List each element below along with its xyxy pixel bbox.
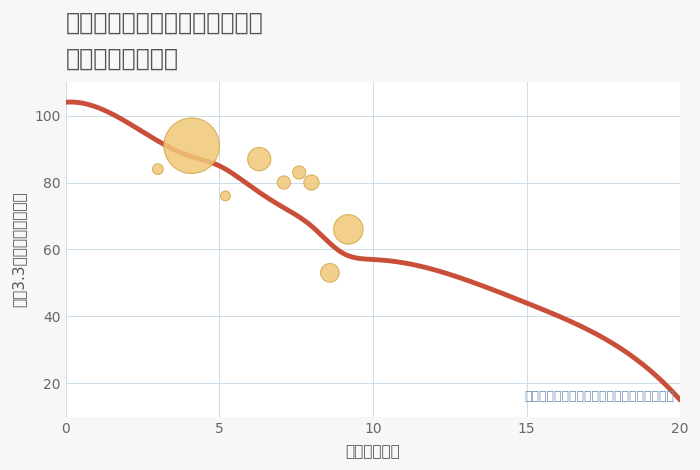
X-axis label: 駅距離（分）: 駅距離（分） — [346, 444, 400, 459]
Point — [324, 269, 335, 277]
Point — [278, 179, 289, 186]
Point — [253, 156, 265, 163]
Point — [220, 192, 231, 200]
Text: 円の大きさは、取引のあった物件面積を示す: 円の大きさは、取引のあった物件面積を示す — [524, 390, 674, 403]
Text: 愛知県名古屋市昭和区北山町の
駅距離別土地価格: 愛知県名古屋市昭和区北山町の 駅距離別土地価格 — [66, 11, 263, 70]
Y-axis label: 坪（3.3㎡）単価（万円）: 坪（3.3㎡）単価（万円） — [11, 192, 26, 307]
Point — [343, 226, 354, 233]
Point — [293, 169, 304, 176]
Point — [152, 165, 163, 173]
Point — [186, 142, 197, 149]
Point — [306, 179, 317, 186]
